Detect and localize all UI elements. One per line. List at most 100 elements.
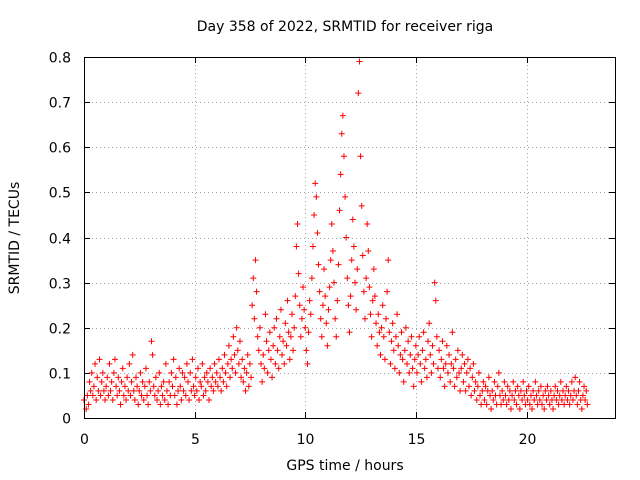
- data-point: [431, 279, 438, 286]
- data-point: [211, 360, 218, 367]
- data-point: [197, 378, 204, 385]
- data-point: [131, 396, 138, 403]
- data-point: [468, 392, 475, 399]
- data-point: [227, 374, 234, 381]
- data-point: [482, 383, 489, 390]
- data-point: [223, 383, 230, 390]
- data-point: [218, 387, 225, 394]
- data-point: [573, 392, 580, 399]
- data-point: [315, 261, 322, 268]
- data-point: [113, 383, 120, 390]
- data-point: [566, 401, 573, 408]
- data-point: [464, 356, 471, 363]
- data-point: [327, 257, 334, 264]
- data-point: [90, 383, 97, 390]
- data-point: [343, 234, 350, 241]
- data-point: [413, 369, 420, 376]
- data-point: [349, 216, 356, 223]
- data-point: [255, 347, 262, 354]
- data-point: [290, 347, 297, 354]
- y-tick-label: 0.3: [49, 277, 71, 293]
- data-point: [569, 396, 576, 403]
- data-point: [400, 378, 407, 385]
- data-point: [156, 369, 163, 376]
- data-point: [336, 207, 343, 214]
- data-point: [558, 396, 565, 403]
- data-point: [252, 257, 259, 264]
- data-point: [168, 369, 175, 376]
- data-point: [436, 347, 443, 354]
- data-point: [196, 396, 203, 403]
- data-point: [319, 302, 326, 309]
- data-point: [263, 338, 270, 345]
- data-point: [240, 378, 247, 385]
- data-point: [474, 383, 481, 390]
- data-point: [377, 351, 384, 358]
- data-point: [335, 261, 342, 268]
- data-point: [181, 374, 188, 381]
- data-point: [567, 392, 574, 399]
- data-point: [314, 229, 321, 236]
- data-point: [248, 374, 255, 381]
- data-point: [530, 387, 537, 394]
- data-point: [440, 365, 447, 372]
- data-point: [303, 347, 310, 354]
- data-point: [266, 329, 273, 336]
- data-point: [241, 365, 248, 372]
- data-point: [116, 387, 123, 394]
- data-point: [166, 378, 173, 385]
- data-point: [203, 369, 210, 376]
- data-point: [545, 392, 552, 399]
- y-tick-label: 0.5: [49, 186, 71, 202]
- data-point: [282, 320, 289, 327]
- data-point: [322, 293, 329, 300]
- data-point: [418, 378, 425, 385]
- data-point: [540, 392, 547, 399]
- data-point: [186, 396, 193, 403]
- data-point: [427, 351, 434, 358]
- data-point: [249, 302, 256, 309]
- data-point: [107, 387, 114, 394]
- data-point: [138, 392, 145, 399]
- data-point: [353, 306, 360, 313]
- y-tick-label: 0.7: [49, 96, 71, 112]
- data-point: [126, 360, 133, 367]
- data-point: [332, 315, 339, 322]
- data-point: [100, 387, 107, 394]
- data-point: [149, 351, 156, 358]
- data-point: [94, 374, 101, 381]
- data-point: [457, 387, 464, 394]
- data-point: [579, 392, 586, 399]
- data-point: [584, 401, 591, 408]
- data-point: [302, 324, 309, 331]
- data-point: [463, 369, 470, 376]
- data-point: [371, 293, 378, 300]
- data-point: [206, 396, 213, 403]
- data-point: [395, 342, 402, 349]
- data-point: [411, 356, 418, 363]
- data-point: [125, 387, 132, 394]
- data-point: [423, 374, 430, 381]
- data-point: [391, 365, 398, 372]
- data-point: [235, 360, 242, 367]
- data-point: [385, 257, 392, 264]
- data-point: [109, 396, 116, 403]
- data-point: [258, 360, 264, 367]
- data-point: [119, 365, 126, 372]
- data-point: [501, 378, 508, 385]
- data-point: [460, 378, 467, 385]
- data-point: [219, 365, 226, 372]
- data-point: [110, 369, 117, 376]
- data-point: [222, 369, 229, 376]
- data-point: [506, 387, 513, 394]
- data-point: [209, 374, 216, 381]
- data-point: [99, 369, 106, 376]
- data-point: [103, 383, 110, 390]
- data-point: [438, 356, 445, 363]
- data-point: [160, 378, 167, 385]
- data-point: [340, 153, 347, 160]
- data-point: [192, 374, 199, 381]
- data-point: [212, 378, 219, 385]
- data-point: [301, 306, 308, 313]
